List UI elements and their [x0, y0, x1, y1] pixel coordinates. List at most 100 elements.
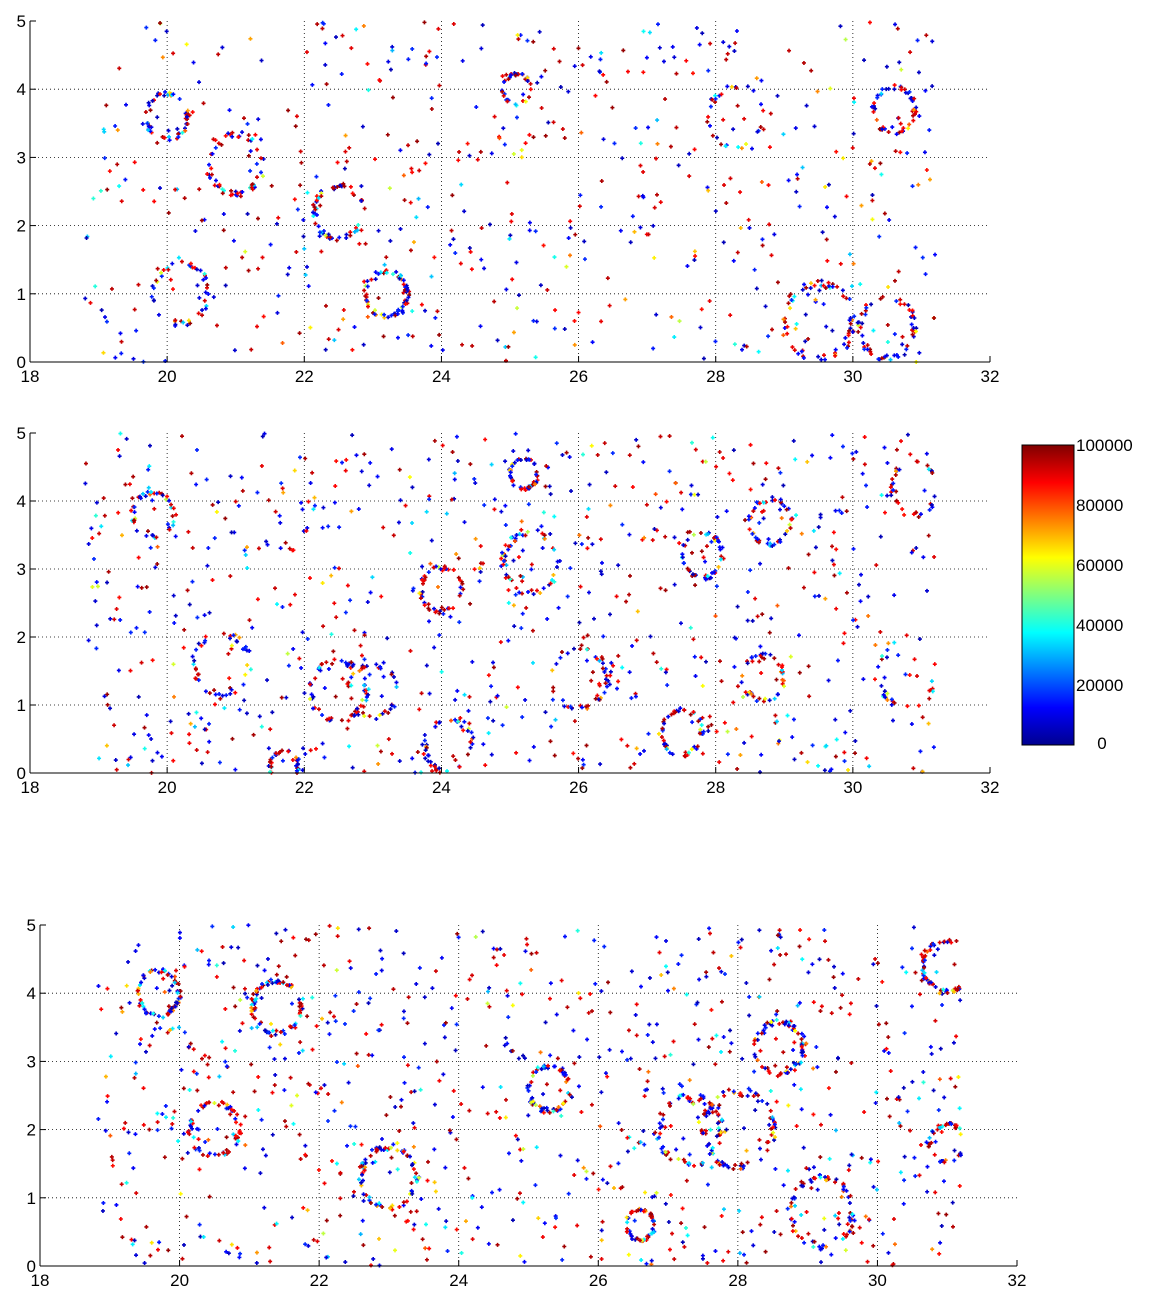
scatter-point: [696, 1120, 701, 1125]
scatter-point: [306, 1243, 311, 1248]
scatter-point: [884, 353, 889, 358]
scatter-point: [641, 169, 646, 174]
scatter-point: [104, 743, 109, 748]
scatter-point: [849, 1060, 854, 1065]
scatter-point: [840, 993, 845, 998]
scatter-point: [663, 1201, 668, 1206]
scatter-point: [255, 1025, 260, 1030]
scatter-point: [411, 1144, 416, 1149]
scatter-point: [414, 1171, 419, 1176]
scatter-point: [778, 952, 783, 957]
scatter-point: [334, 1060, 339, 1065]
scatter-point: [752, 1052, 757, 1057]
scatter-point: [722, 720, 727, 725]
scatter-point: [692, 249, 697, 254]
scatter-point: [386, 59, 391, 64]
scatter-point: [154, 986, 159, 991]
scatter-point: [195, 283, 200, 288]
scatter-point: [662, 742, 667, 747]
scatter-point: [440, 443, 445, 448]
scatter-point: [162, 135, 167, 140]
scatter-point: [506, 575, 511, 580]
scatter-point: [515, 1137, 520, 1142]
scatter-point: [898, 1170, 903, 1175]
scatter-point: [717, 1141, 722, 1146]
scatter-point: [324, 660, 329, 665]
scatter-point: [654, 192, 659, 197]
scatter-point: [577, 1055, 582, 1060]
scatter-point: [955, 986, 960, 991]
scatter-point: [711, 950, 716, 955]
scatter-point: [775, 933, 780, 938]
scatter-point: [543, 1020, 548, 1025]
scatter-point: [628, 573, 633, 578]
scatter-point: [212, 1152, 217, 1157]
scatter-point: [789, 1200, 794, 1205]
scatter-point: [840, 1236, 845, 1241]
scatter-point: [406, 995, 411, 1000]
scatter-point: [346, 1080, 351, 1085]
scatter-point: [526, 502, 531, 507]
scatter-point: [911, 118, 916, 123]
scatter-point: [703, 459, 708, 464]
scatter-point: [301, 746, 306, 751]
scatter-point: [726, 1087, 731, 1092]
scatter-point: [602, 690, 607, 695]
scatter-point: [595, 452, 600, 457]
scatter-point: [268, 242, 273, 247]
scatter-point: [752, 1042, 757, 1047]
scatter-point: [515, 458, 520, 463]
scatter-point: [485, 1111, 490, 1116]
scatter-point: [303, 272, 308, 277]
scatter-point: [812, 1239, 817, 1244]
scatter-point: [379, 968, 384, 973]
scatter-point: [910, 313, 915, 318]
scatter-point: [101, 1200, 106, 1205]
scatter-point: [451, 754, 456, 759]
scatter-point: [781, 317, 786, 322]
scatter-point: [246, 923, 251, 928]
scatter-point: [202, 1053, 207, 1058]
scatter-point: [527, 457, 532, 462]
scatter-point: [608, 1164, 613, 1169]
x-tick-label: 32: [981, 367, 1000, 386]
scatter-point: [424, 1257, 429, 1262]
scatter-point: [755, 537, 760, 542]
scatter-point: [319, 662, 324, 667]
scatter-point: [550, 697, 555, 702]
scatter-point: [230, 130, 235, 135]
scatter-point: [308, 696, 313, 701]
scatter-point: [706, 1045, 711, 1050]
scatter-point: [886, 1035, 891, 1040]
scatter-point: [760, 237, 765, 242]
scatter-point: [409, 1188, 414, 1193]
scatter-point: [196, 641, 201, 646]
scatter-point: [879, 493, 884, 498]
scatter-point: [482, 503, 487, 508]
scatter-point: [606, 678, 611, 683]
scatter-point: [294, 114, 299, 119]
scatter-point: [829, 1011, 834, 1016]
scatter-point: [169, 502, 174, 507]
scatter-point: [867, 1217, 872, 1222]
scatter-point: [260, 434, 265, 439]
scatter-point: [779, 665, 784, 670]
scatter-point: [922, 948, 927, 953]
scatter-point: [554, 661, 559, 666]
scatter-point: [707, 714, 712, 719]
scatter-point: [138, 496, 143, 501]
scatter-point: [699, 723, 704, 728]
scatter-point: [797, 204, 802, 209]
scatter-point: [414, 1179, 419, 1184]
scatter-point: [482, 266, 487, 271]
scatter-point: [680, 555, 685, 560]
scatter-point: [910, 98, 915, 103]
scatter-point: [767, 698, 772, 703]
scatter-point: [703, 559, 708, 564]
scatter-point: [341, 308, 346, 312]
scatter-point: [894, 299, 899, 304]
scatter-point: [891, 481, 896, 486]
scatter-point: [749, 1229, 754, 1234]
scatter-point: [468, 739, 473, 744]
scatter-point: [274, 1028, 279, 1033]
